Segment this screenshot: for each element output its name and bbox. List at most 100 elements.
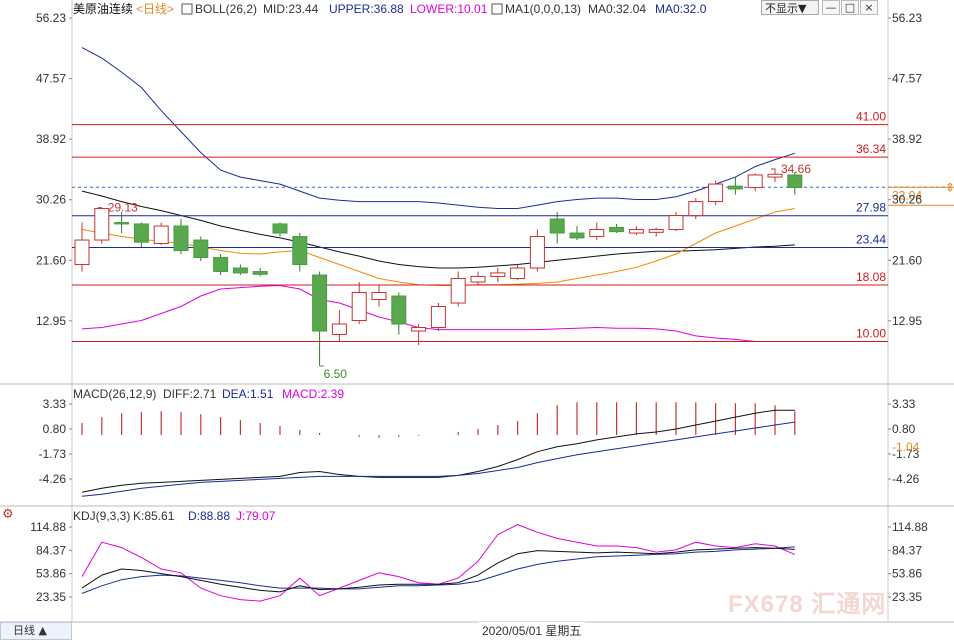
candle-body [688,201,704,217]
candle-body [292,236,308,266]
macd-dea-line [81,421,795,497]
candle-body [252,271,268,275]
candle-body [529,236,545,269]
candle-body [312,274,328,332]
candle-body [94,208,110,241]
y-tick-right: -4.26 [892,472,920,486]
indicator-dropdown[interactable]: 不显示▼ [761,0,819,15]
candle-body [767,173,783,178]
candle-body [331,323,347,336]
boll-icon [181,3,193,15]
y-tick-left: 56.23 [36,11,66,25]
left-axis: 56.23 47.57 38.92 30.26 21.60 12.95 3.33 0.80 -1… [30,11,72,604]
period-button[interactable]: 日线 ▲ [0,622,72,640]
candle-body [708,183,724,203]
candle-body [549,218,565,234]
candle-body [430,306,446,329]
maximize-icon[interactable]: □ [841,0,859,15]
grid [0,0,954,623]
candle-body [648,229,664,233]
annotation-label: 34.66 [781,162,811,176]
macd-value: MACD:2.39 [282,387,344,401]
minimize-button[interactable]: — [822,0,840,15]
kdj-k-line [81,547,795,593]
y-tick-right: 30.26 [892,193,922,207]
candle-body [213,257,229,273]
header-mid: MID:23.44 [263,2,319,16]
y-tick-left: 3.33 [43,397,67,411]
ma-icon [491,3,503,15]
header-ma0b: MA0:32.0 [655,2,707,16]
y-tick-right: 53.86 [892,567,922,581]
y-tick-left: 53.86 [36,567,66,581]
candle-body [272,223,288,234]
kdj-panel [81,524,795,602]
instrument-title: 美原油连续 [73,1,133,16]
y-tick-left: -4.26 [39,472,67,486]
annotations: 29.13 34.66 6.50 [97,162,811,381]
candle-body [470,275,486,283]
y-tick-left: 114.88 [30,520,66,534]
y-tick-right: 38.92 [892,132,922,146]
macd-dea-value: DEA:1.51 [222,387,274,401]
annotation-label: 6.50 [324,367,348,381]
y-tick-left: 84.37 [36,543,66,557]
candle-body [668,215,684,231]
headers: 美原油连续 <日线> BOLL(26,2) MID:23.44 UPPER:36.88 L… [73,1,707,523]
kdj-d-value: D:88.88 [188,509,230,523]
y-tick-right: 12.95 [892,314,922,328]
date-label: 2020/05/01 星期五 [478,622,586,640]
period-tag: <日线> [136,2,174,16]
y-tick-left: 12.95 [36,314,66,328]
candle-body [153,225,169,245]
period-label: 日线 [13,624,35,637]
header-boll-item: BOLL(26,2) [195,2,257,16]
candle-body [173,225,189,252]
candle-body [114,222,130,225]
macd-current-label: -1.04 [892,440,920,454]
candle-body [787,174,803,189]
y-tick-left: -1.73 [39,447,67,461]
kdj-title: KDJ(9,3,3) [73,509,130,523]
y-tick-left: 47.57 [36,72,66,86]
candle-body [747,174,763,189]
y-tick-left: 23.35 [36,590,66,604]
candles [74,168,803,366]
candle-body [74,239,90,266]
price-line-label: 36.34 [856,142,886,156]
price-line-label: 18.08 [856,270,886,284]
price-line-label: 23.44 [856,232,886,246]
y-tick-right: 56.23 [892,11,922,25]
watermark-logo: FX678 汇通网 [728,591,887,618]
boll-upper-line [81,47,795,209]
current-price-label: 32.04 [892,188,922,202]
macd-panel: -1.04 [81,402,920,497]
candle-body [232,267,248,274]
price-line-label: 10.00 [856,327,886,341]
candle-body [193,239,209,259]
header-ma1: MA1(0,0,0,13) [505,2,581,16]
price-lines: 41.00 36.34 27.98 23.44 18.08 10.00 32.04 ⇕ [72,110,954,343]
bollinger-bands [81,47,795,342]
y-tick-right: -1.73 [892,447,920,461]
settings-gear-icon[interactable]: ⚙ [2,507,14,522]
candle-body [490,272,506,277]
header-lower: LOWER:10.01 [410,2,488,16]
candle-body [133,223,149,243]
macd-title: MACD(26,12,9) [73,387,156,401]
y-tick-right: 0.80 [892,422,916,436]
candle-body [569,232,585,239]
kdj-k-value: K:85.61 [133,509,175,523]
y-tick-left: 21.60 [36,253,66,267]
kdj-j-line [81,524,795,602]
y-tick-left: 30.26 [36,193,66,207]
candle-body [727,185,743,190]
candle-body [450,278,466,304]
header-ma0: MA0:32.04 [588,2,646,16]
candle-body [628,229,644,234]
candle-body [411,327,427,332]
y-tick-right: 47.57 [892,72,922,86]
close-button[interactable]: × [860,0,878,15]
